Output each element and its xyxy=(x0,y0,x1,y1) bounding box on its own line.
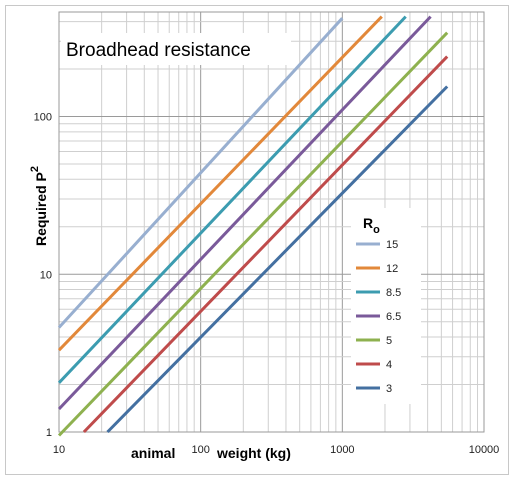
legend-label: 8.5 xyxy=(386,287,401,299)
series-line-15 xyxy=(57,17,344,329)
legend-label: 3 xyxy=(386,383,392,395)
x-tick-label: 100 xyxy=(191,444,209,456)
title-background xyxy=(61,33,291,65)
y-axis-label-text: Required P xyxy=(33,172,49,246)
legend-label: 4 xyxy=(386,359,392,371)
y-tick-label: 10 xyxy=(40,269,52,281)
x-tick-label: 10000 xyxy=(469,444,500,456)
x-label-background-1 xyxy=(128,444,186,462)
legend-background xyxy=(351,208,421,404)
plot-area-border xyxy=(58,11,485,433)
x-axis-label-word-1: animal xyxy=(131,445,175,461)
legend-label: 6.5 xyxy=(386,311,401,323)
y-axis-label-superscript: 2 xyxy=(29,166,41,172)
legend-title-subscript: o xyxy=(373,224,380,236)
series-line-8-5 xyxy=(57,15,407,384)
series-line-5 xyxy=(57,31,449,437)
y-tick-label: 100 xyxy=(34,112,52,124)
series-lines xyxy=(57,15,449,437)
chart-frame: 10 100 1000 10000 1 10 100 Broadhead resistanc… xyxy=(5,5,509,475)
legend-label: 5 xyxy=(386,335,392,347)
legend-label: 15 xyxy=(386,239,398,251)
series-line-12 xyxy=(57,15,383,352)
series-line-4 xyxy=(82,55,449,434)
y-tick-label: 1 xyxy=(46,427,52,439)
x-label-background-2 xyxy=(214,444,308,462)
chart-title: Broadhead resistance xyxy=(66,40,251,61)
series-line-3 xyxy=(106,85,449,434)
x-axis-label-word-2: weight (kg) xyxy=(216,445,291,461)
plot-border xyxy=(58,11,485,433)
x-tick-label: 1000 xyxy=(330,444,354,456)
x-tick-label: 10 xyxy=(53,444,65,456)
series-line-6-5 xyxy=(57,15,432,411)
svg-text:Required P2: Required P2 xyxy=(29,166,49,246)
y-axis-label: Required P2 xyxy=(29,166,49,246)
legend-label: 12 xyxy=(386,263,398,275)
